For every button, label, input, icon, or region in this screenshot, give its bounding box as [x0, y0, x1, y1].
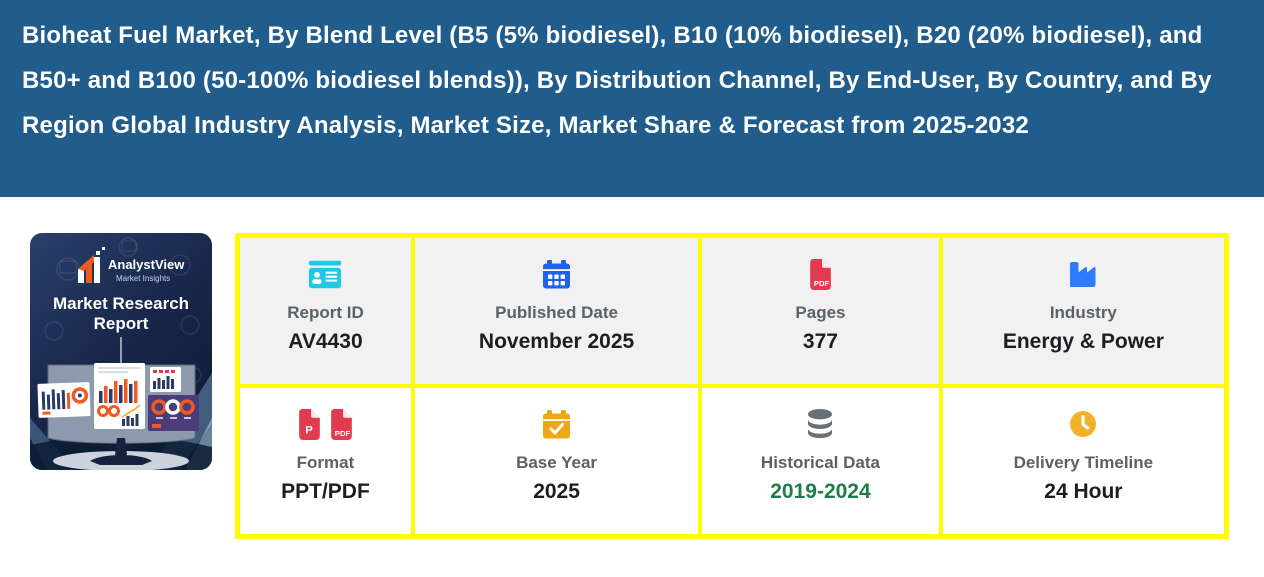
cover-title-line1: Market Research [53, 294, 189, 313]
info-label: Published Date [495, 302, 618, 322]
monitor-graphic [37, 363, 199, 470]
svg-text:P: P [305, 424, 313, 436]
ppt-pdf-file-icons: P PDF [297, 408, 354, 440]
id-card-icon [308, 259, 342, 290]
info-cell-published-date: Published Date November 2025 [412, 236, 701, 386]
report-cover-thumbnail: AnalystView Market Insights Market Resea… [30, 233, 212, 470]
pdf-file-icon: PDF [331, 408, 352, 440]
info-value: Energy & Power [1002, 329, 1164, 353]
brand-logo-icon [78, 247, 105, 283]
info-cell-industry: Industry Energy & Power [940, 236, 1226, 386]
calendar-icon [542, 259, 571, 290]
info-cell-pages: PDF Pages 377 [700, 236, 941, 386]
info-cell-historical-data: Historical Data 2019-2024 [700, 386, 941, 536]
brand-name: AnalystView [108, 257, 185, 272]
info-value: 2019-2024 [770, 479, 871, 503]
info-value: November 2025 [478, 329, 635, 353]
svg-text:PDF: PDF [814, 278, 830, 287]
info-cell-base-year: Base Year 2025 [412, 386, 701, 536]
brand-tagline: Market Insights [116, 274, 170, 283]
info-label: Report ID [287, 302, 364, 322]
factory-icon [1068, 259, 1098, 290]
info-cell-delivery-timeline: Delivery Timeline 24 Hour [940, 386, 1226, 536]
info-label: Format [296, 452, 355, 472]
pdf-file-icon: PDF [808, 258, 833, 290]
info-label: Historical Data [760, 452, 880, 472]
report-title-banner: Bioheat Fuel Market, By Blend Level (B5 … [0, 0, 1264, 197]
info-label: Base Year [516, 452, 598, 472]
info-label: Delivery Timeline [1013, 452, 1154, 472]
info-value: 24 Hour [1044, 479, 1123, 503]
info-cell-report-id: Report ID AV4430 [238, 236, 413, 386]
clock-icon [1069, 409, 1097, 440]
cover-title-line2: Report [94, 314, 149, 333]
info-label: Industry [1049, 302, 1117, 322]
info-label: Pages [795, 302, 846, 322]
page-title: Bioheat Fuel Market, By Blend Level (B5 … [22, 22, 1212, 139]
info-value: 377 [802, 329, 838, 353]
report-summary-section: AnalystView Market Insights Market Resea… [0, 197, 1264, 539]
svg-text:PDF: PDF [335, 428, 351, 437]
report-cover-graphic: AnalystView Market Insights Market Resea… [30, 233, 212, 470]
database-icon [806, 409, 834, 440]
info-value: PPT/PDF [281, 479, 370, 503]
report-info-grid: Report ID AV4430 [235, 233, 1229, 539]
decor-outline-icons [44, 237, 202, 390]
calendar-check-icon [542, 409, 571, 440]
ppt-file-icon: P [299, 408, 320, 440]
info-value: 2025 [533, 479, 580, 503]
info-value: AV4430 [288, 329, 363, 353]
info-cell-format: P PDF Format PPT/PDF [238, 386, 413, 536]
